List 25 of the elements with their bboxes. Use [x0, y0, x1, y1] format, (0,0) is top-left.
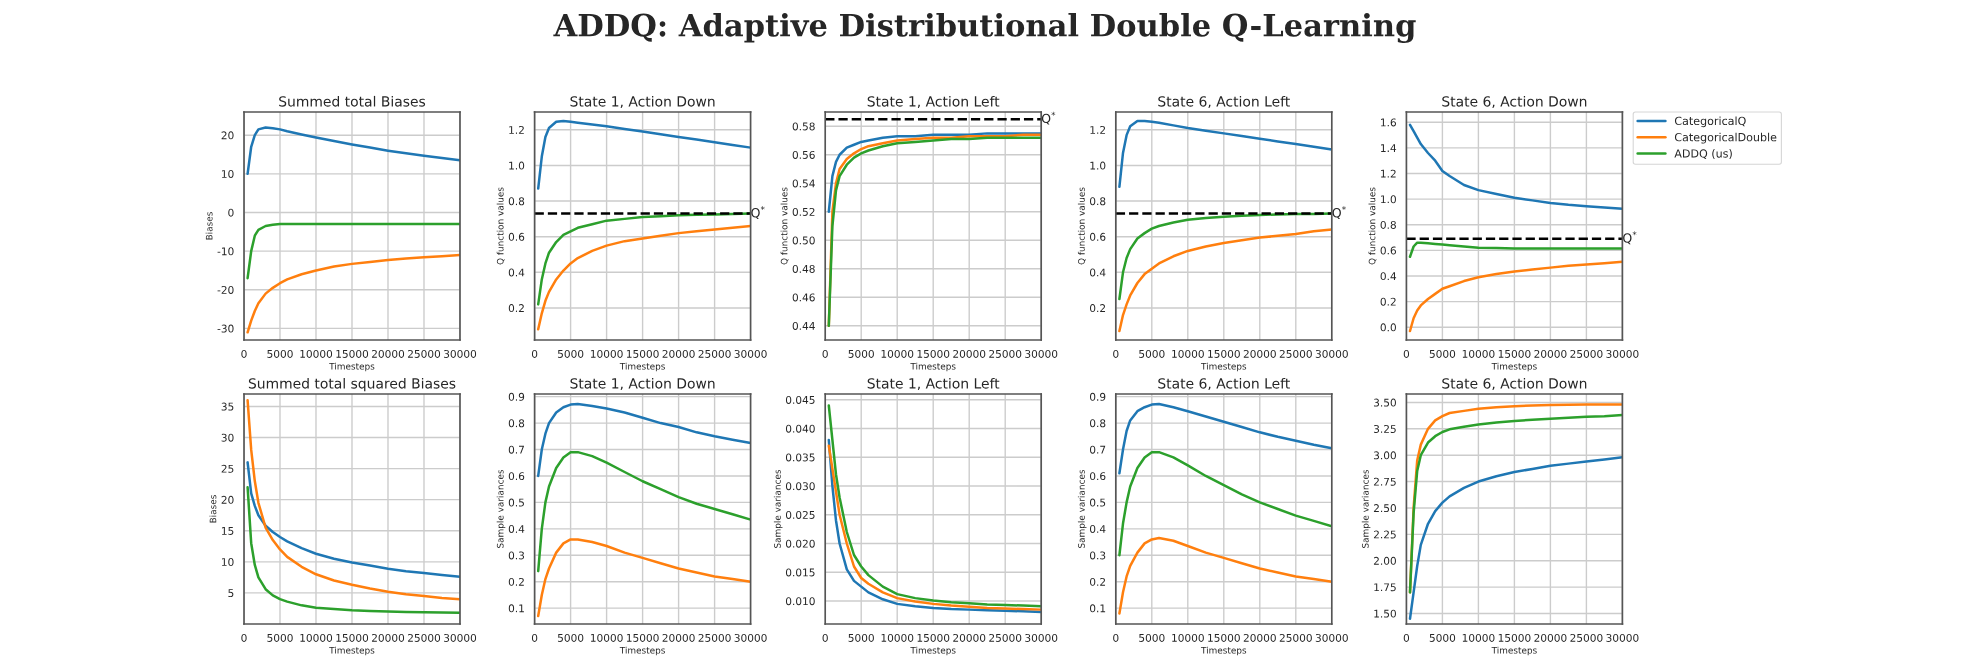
line-series [1118, 536, 1332, 615]
line-series [1118, 212, 1332, 301]
line-series [1118, 228, 1332, 333]
line-series [246, 222, 460, 280]
line-series [536, 224, 751, 331]
line-series [246, 485, 460, 615]
line-series [536, 538, 751, 618]
line-series [1118, 119, 1332, 189]
line-series [246, 398, 460, 601]
line-series [536, 450, 751, 573]
line-series [1408, 123, 1623, 210]
line-series [1408, 456, 1623, 620]
line-series [536, 402, 751, 478]
line-series [827, 132, 1042, 213]
line-series [536, 212, 751, 306]
line-series [246, 253, 460, 334]
line-series [1408, 241, 1623, 258]
line-series [827, 404, 1042, 608]
line-series [1408, 260, 1623, 333]
line-series [536, 119, 751, 190]
line-series [1118, 402, 1332, 475]
line-series [246, 126, 460, 176]
line-series [246, 461, 460, 579]
text: ADDQ: Adaptive Distributional Double Q-Learning [553, 13, 1416, 43]
line-series [1118, 450, 1332, 557]
